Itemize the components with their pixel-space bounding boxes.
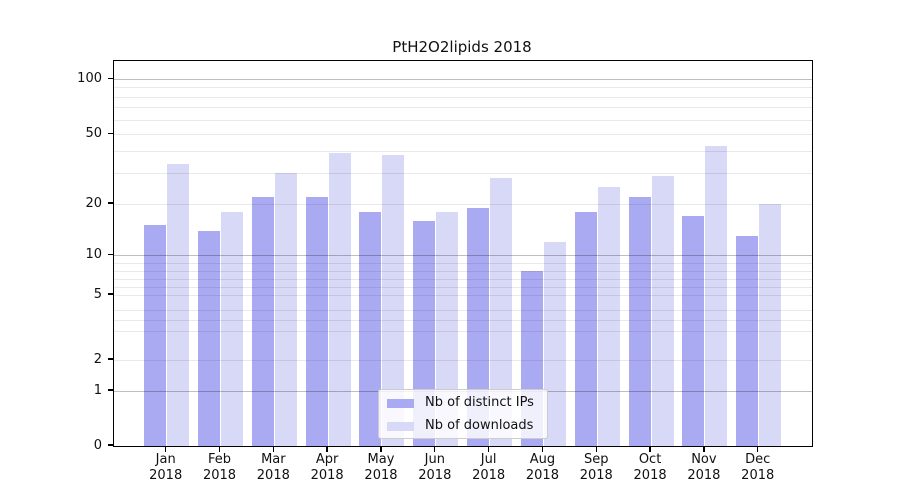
bar-apr-downloads [328, 153, 351, 446]
bar-aug-downloads [543, 241, 566, 446]
legend-label-distinct-ips: Nb of distinct IPs [425, 395, 534, 410]
gridline-minor-7 [114, 278, 812, 280]
x-tick-mark-nov [703, 447, 705, 452]
x-tick-mark-mar [272, 447, 275, 452]
bar-apr-distinct-ips [305, 196, 328, 446]
gridline-minor-2 [114, 359, 812, 361]
x-tick-label-jul: Jul 2018 [472, 452, 506, 483]
y-tick-label-100: 100 [77, 71, 102, 86]
plot-area: Nb of distinct IPs Nb of downloads [113, 60, 813, 447]
legend: Nb of distinct IPs Nb of downloads [378, 389, 548, 439]
legend-label-downloads: Nb of downloads [425, 418, 534, 433]
gridline-minor-50 [114, 134, 812, 135]
x-tick-mark-aug [541, 447, 544, 452]
y-tick-mark-100 [108, 77, 113, 80]
gridline-minor-9 [114, 262, 812, 264]
y-tick-label-10: 10 [85, 247, 102, 262]
y-tick-label-5: 5 [93, 286, 102, 302]
y-tick-mark-0 [108, 444, 113, 446]
bar-mar-distinct-ips [251, 196, 274, 446]
x-tick-mark-may [380, 447, 382, 452]
x-tick-label-sep: Sep 2018 [579, 452, 613, 483]
y-tick-label-50: 50 [85, 126, 102, 141]
gridline-minor-8 [114, 270, 812, 272]
bar-dec-distinct-ips [736, 236, 759, 446]
x-tick-mark-sep [595, 447, 597, 452]
gridline-minor-6 [114, 286, 812, 288]
y-tick-label-2: 2 [93, 351, 102, 367]
y-tick-label-0: 0 [93, 437, 102, 453]
y-tick-label-20: 20 [85, 195, 102, 211]
x-tick-label-oct: Oct 2018 [633, 452, 667, 483]
x-tick-label-aug: Aug 2018 [525, 452, 559, 483]
bar-mar-downloads [274, 173, 297, 446]
gridline-minor-60 [114, 119, 812, 121]
gridline-minor-80 [114, 96, 812, 98]
legend-swatch-downloads [387, 422, 414, 431]
gridline-minor-3 [114, 330, 812, 332]
bar-may-downloads [382, 155, 405, 446]
x-tick-mark-feb [218, 447, 221, 452]
x-tick-label-jun: Jun 2018 [418, 452, 452, 483]
gridline-minor-40 [114, 150, 812, 152]
gridline-minor-30 [114, 172, 812, 174]
bar-may-distinct-ips [359, 211, 382, 446]
bar-sep-downloads [597, 187, 620, 446]
x-tick-mark-jul [487, 447, 490, 452]
y-tick-mark-10 [108, 253, 113, 256]
y-tick-mark-5 [108, 293, 113, 295]
legend-entry-downloads: Nb of downloads [379, 415, 547, 437]
bar-jul-distinct-ips [467, 207, 490, 446]
gridline-major-10 [114, 255, 812, 256]
chart-title: PtH2O2lipids 2018 [392, 38, 532, 56]
bar-feb-downloads [221, 211, 244, 446]
x-tick-mark-oct [649, 447, 651, 452]
bar-nov-distinct-ips [682, 216, 705, 446]
x-tick-label-apr: Apr 2018 [310, 452, 344, 483]
gridline-minor-4 [114, 310, 812, 312]
y-tick-mark-20 [108, 202, 113, 204]
bar-jan-distinct-ips [144, 225, 167, 446]
y-tick-mark-1 [108, 389, 113, 391]
gridline-minor-70 [114, 107, 812, 109]
gridline-minor-3.5 [114, 319, 812, 321]
x-tick-label-feb: Feb 2018 [202, 452, 237, 483]
gridline-minor-5 [114, 294, 812, 296]
bar-nov-downloads [705, 145, 728, 446]
x-tick-label-nov: Nov 2018 [687, 452, 721, 483]
y-tick-mark-2 [108, 358, 113, 360]
bar-jan-downloads [167, 163, 190, 446]
y-tick-label-1: 1 [93, 382, 102, 398]
bar-sep-distinct-ips [574, 211, 597, 446]
y-tick-mark-50 [108, 132, 113, 135]
x-tick-mark-jan [165, 447, 167, 452]
x-tick-label-jan: Jan 2018 [149, 452, 183, 483]
bar-oct-distinct-ips [628, 196, 651, 446]
bar-dec-downloads [759, 204, 782, 446]
x-tick-mark-jun [434, 447, 436, 452]
x-tick-label-dec: Dec 2018 [741, 452, 775, 483]
x-tick-mark-apr [326, 447, 328, 452]
x-tick-label-mar: Mar 2018 [256, 452, 290, 483]
gridline-minor-20 [114, 203, 812, 205]
bar-feb-distinct-ips [198, 230, 221, 446]
bar-jul-downloads [490, 178, 513, 446]
x-tick-label-may: May 2018 [364, 452, 398, 483]
legend-swatch-distinct-ips [387, 399, 414, 408]
legend-entry-distinct-ips: Nb of distinct IPs [379, 392, 547, 414]
gridline-major-100 [114, 79, 812, 80]
bar-jun-downloads [436, 211, 459, 446]
x-tick-mark-dec [757, 447, 759, 452]
bar-oct-downloads [651, 175, 674, 446]
gridline-minor-90 [114, 87, 812, 89]
